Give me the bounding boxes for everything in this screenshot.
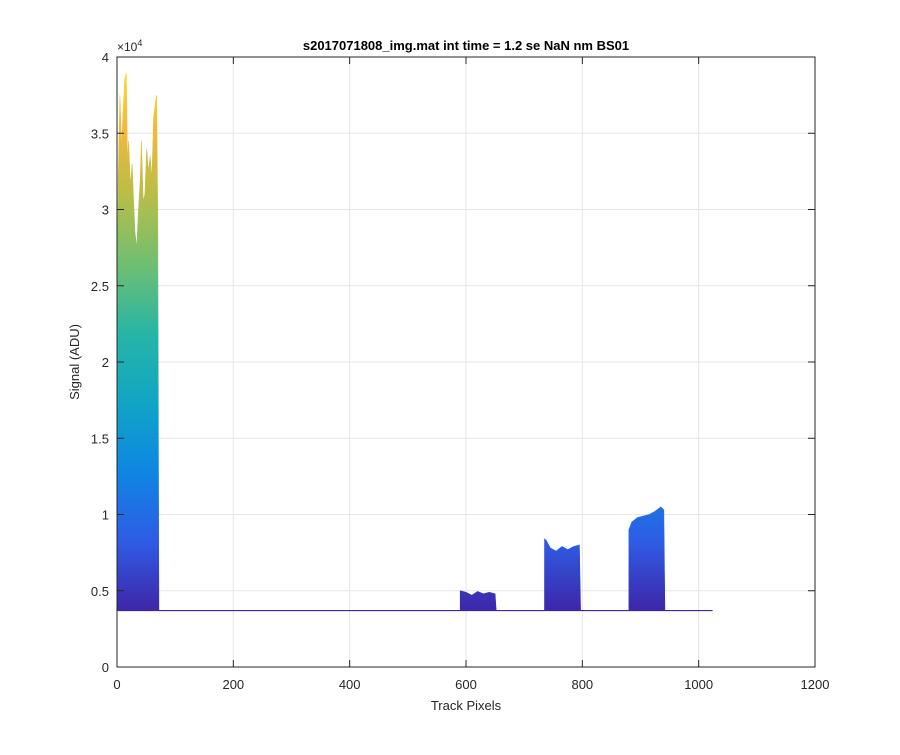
- y-tick-label: 2.5: [91, 279, 109, 294]
- x-axis-label: Track Pixels: [431, 698, 502, 713]
- x-tick-label: 400: [339, 677, 361, 692]
- data-layer: [116, 72, 713, 612]
- y-tick-label: 3: [102, 203, 109, 218]
- y-axis-ticks: 0 0.5 1 1.5 2 2.5 3 3.5 4: [91, 50, 815, 675]
- x-tick-label: 1000: [684, 677, 713, 692]
- signal-area-2: [459, 590, 497, 611]
- x-tick-label: 800: [571, 677, 593, 692]
- signal-area-4: [628, 506, 666, 611]
- y-axis-label: Signal (ADU): [67, 324, 82, 400]
- y-exponent-base: ×10: [117, 40, 138, 54]
- y-tick-label: 2: [102, 355, 109, 370]
- signal-area-3: [544, 538, 581, 611]
- x-tick-label: 600: [455, 677, 477, 692]
- y-tick-label: 0.5: [91, 584, 109, 599]
- y-tick-label: 1: [102, 508, 109, 523]
- y-tick-label: 3.5: [91, 126, 109, 141]
- y-tick-label: 0: [102, 660, 109, 675]
- x-tick-label: 1200: [801, 677, 830, 692]
- y-axis-exponent: ×104: [117, 38, 142, 54]
- chart-title: s2017071808_img.mat int time = 1.2 se Na…: [303, 38, 629, 53]
- y-tick-label: 4: [102, 50, 109, 65]
- y-exponent-power: 4: [137, 38, 142, 48]
- y-tick-label: 1.5: [91, 431, 109, 446]
- x-axis-ticks: 0 200 400 600 800 1000 1200: [113, 57, 829, 692]
- x-tick-label: 0: [113, 677, 120, 692]
- x-tick-label: 200: [222, 677, 244, 692]
- signal-area-1: [116, 72, 160, 611]
